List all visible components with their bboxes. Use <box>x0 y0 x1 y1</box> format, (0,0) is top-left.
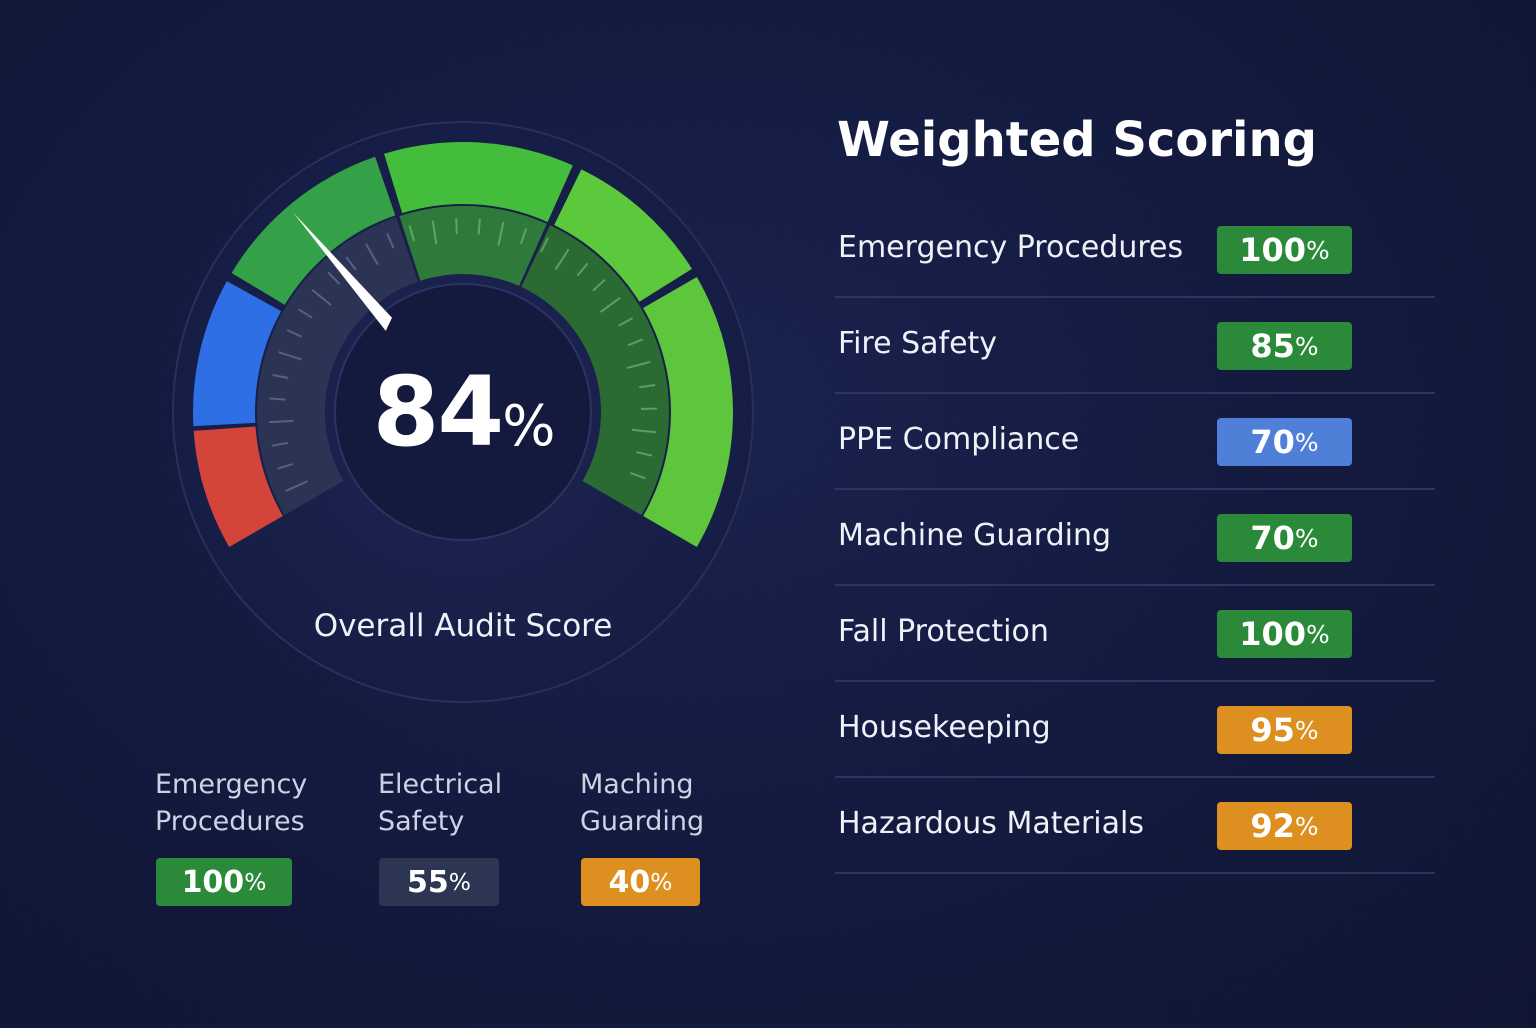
weighted-row-machine-guarding: Machine Guarding 70% <box>835 490 1435 586</box>
mini-score-label: Maching Guarding <box>580 766 704 840</box>
row-score-badge: 70% <box>1217 418 1352 466</box>
row-score-badge: 70% <box>1217 514 1352 562</box>
row-score-badge: 95% <box>1217 706 1352 754</box>
mini-score-badge: 55% <box>379 858 499 906</box>
gauge-tick <box>269 421 293 422</box>
row-label: Housekeeping <box>838 710 1051 745</box>
gauge-tick <box>269 398 285 399</box>
row-score-badge: 92% <box>1217 802 1352 850</box>
weighted-score-list: Emergency Procedures 100% Fire Safety 85… <box>835 202 1435 874</box>
mini-score-badge: 40% <box>581 858 700 906</box>
mini-score-emergency-procedures: Emergency Procedures 100% <box>155 766 307 840</box>
row-label: PPE Compliance <box>838 422 1079 457</box>
weighted-row-hazardous-materials: Hazardous Materials 92% <box>835 778 1435 874</box>
row-label: Fall Protection <box>838 614 1049 649</box>
row-label: Fire Safety <box>838 326 997 361</box>
row-score-badge: 100% <box>1217 610 1352 658</box>
row-score-badge: 85% <box>1217 322 1352 370</box>
weighted-scoring-title: Weighted Scoring <box>837 112 1317 168</box>
row-label: Emergency Procedures <box>838 230 1183 265</box>
weighted-row-fire-safety: Fire Safety 85% <box>835 298 1435 394</box>
gauge-tick <box>479 219 480 235</box>
gauge-tick <box>456 218 457 234</box>
weighted-row-housekeeping: Housekeeping 95% <box>835 682 1435 778</box>
row-label: Machine Guarding <box>838 518 1111 553</box>
mini-score-label: Emergency Procedures <box>155 766 307 840</box>
mini-score-machine-guarding: Maching Guarding 40% <box>580 766 704 840</box>
weighted-row-fall-protection: Fall Protection 100% <box>835 586 1435 682</box>
row-score-badge: 100% <box>1217 226 1352 274</box>
overall-score-value: 84% <box>373 364 554 460</box>
row-label: Hazardous Materials <box>838 806 1144 841</box>
weighted-row-emergency-procedures: Emergency Procedures 100% <box>835 202 1435 298</box>
gauge-caption: Overall Audit Score <box>314 608 613 644</box>
mini-score-badge: 100% <box>156 858 292 906</box>
mini-score-label: Electrical Safety <box>378 766 502 840</box>
weighted-row-ppe-compliance: PPE Compliance 70% <box>835 394 1435 490</box>
mini-score-electrical-safety: Electrical Safety 55% <box>378 766 502 840</box>
